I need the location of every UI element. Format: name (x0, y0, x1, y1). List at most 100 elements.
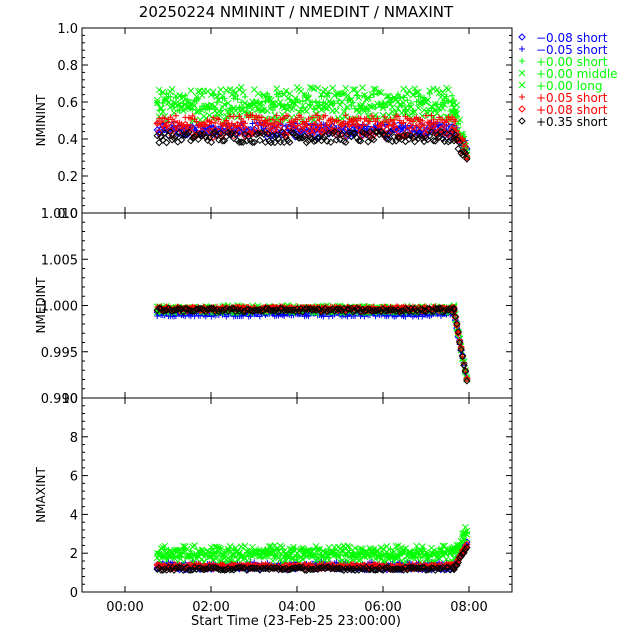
data-point (450, 304, 458, 313)
data-point (437, 547, 445, 554)
data-point (450, 123, 458, 131)
data-point (323, 91, 331, 99)
data-point (271, 542, 279, 549)
data-point (286, 102, 294, 110)
data-point (353, 89, 361, 97)
data-point (437, 125, 445, 133)
data-point (296, 98, 303, 105)
data-point (456, 116, 464, 124)
data-point (286, 138, 294, 147)
data-point (444, 86, 452, 94)
data-point (404, 97, 411, 104)
data-point (306, 84, 314, 91)
data-point (224, 99, 232, 107)
data-point (342, 112, 349, 119)
data-point (383, 306, 391, 315)
data-point (286, 552, 294, 559)
data-point (219, 103, 226, 111)
x-tick-label: 04:00 (278, 600, 315, 615)
data-point (368, 112, 375, 119)
data-point (243, 305, 251, 314)
data-point (187, 123, 195, 131)
legend-item: +0.00 long (518, 79, 603, 93)
data-point (388, 306, 397, 314)
data-point (323, 563, 331, 572)
legend-item: +0.00 middle (518, 67, 618, 81)
data-point (302, 138, 311, 147)
data-point (428, 103, 435, 111)
data-point (235, 129, 244, 137)
data-point (275, 100, 282, 108)
data-point (442, 563, 451, 572)
data-point (435, 132, 443, 141)
data-point (368, 91, 376, 98)
legend-marker (519, 58, 525, 64)
data-point (239, 89, 247, 96)
data-point (425, 565, 434, 573)
data-point (409, 109, 417, 116)
data-point (215, 307, 223, 316)
data-point (306, 549, 314, 557)
data-point (455, 338, 464, 347)
data-point (280, 104, 288, 112)
data-point (309, 114, 316, 121)
data-point (371, 306, 380, 315)
data-point (170, 99, 178, 106)
legend-item: −0.08 short (518, 31, 608, 45)
data-point (181, 548, 189, 555)
data-point (362, 548, 370, 555)
data-point (426, 87, 434, 95)
data-point (409, 307, 417, 316)
x-tick-label: 08:00 (450, 600, 487, 615)
data-point (228, 565, 236, 573)
data-point (189, 101, 197, 108)
data-point (402, 106, 409, 113)
data-point (364, 565, 372, 574)
data-point (204, 547, 211, 555)
data-point (314, 119, 322, 127)
data-point (254, 129, 262, 138)
data-point (327, 99, 335, 107)
data-point (192, 565, 201, 574)
data-point (230, 304, 238, 313)
data-point (364, 305, 372, 313)
data-point (252, 130, 260, 139)
data-point (172, 564, 180, 573)
data-point (249, 120, 256, 127)
y-tick-label: 4 (70, 508, 78, 523)
data-point (454, 329, 462, 337)
data-point (319, 133, 328, 142)
data-point (446, 97, 454, 105)
data-point (366, 103, 374, 110)
data-point (198, 555, 206, 563)
data-point (259, 119, 268, 127)
legend: −0.08 short−0.05 short+0.00 short+0.00 m… (518, 31, 618, 129)
data-point (198, 107, 206, 114)
data-point (302, 566, 311, 574)
data-point (358, 131, 367, 140)
data-point (258, 548, 266, 556)
data-point (441, 549, 448, 557)
data-point (338, 306, 346, 315)
data-point (459, 533, 466, 541)
data-point (454, 558, 462, 567)
data-point (403, 127, 412, 135)
data-point (198, 127, 206, 136)
data-point (254, 106, 262, 113)
data-point (211, 563, 219, 572)
data-point (273, 85, 281, 92)
data-point (428, 112, 435, 119)
data-point (222, 119, 231, 127)
data-point (278, 565, 286, 574)
data-point (439, 104, 447, 112)
data-point (377, 307, 385, 316)
data-point (155, 86, 163, 94)
data-point (442, 119, 451, 128)
data-point (206, 553, 213, 561)
data-point (403, 564, 412, 572)
data-point (181, 131, 189, 140)
data-point (437, 128, 445, 136)
x-tick-label: 06:00 (364, 600, 401, 615)
data-point (321, 86, 329, 94)
data-point (170, 134, 178, 142)
